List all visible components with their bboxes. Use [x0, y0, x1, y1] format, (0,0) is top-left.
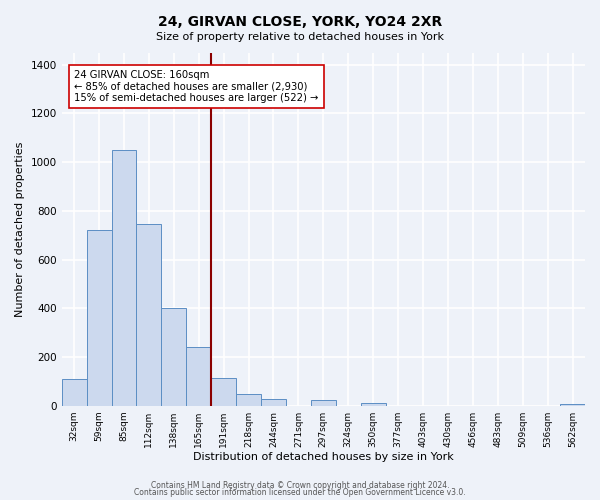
Bar [560, 404, 585, 406]
Bar [211, 378, 236, 406]
Bar [236, 394, 261, 406]
Bar [136, 224, 161, 406]
Text: Contains HM Land Registry data © Crown copyright and database right 2024.: Contains HM Land Registry data © Crown c… [151, 480, 449, 490]
Bar [112, 150, 136, 406]
Bar [311, 400, 336, 406]
Bar [161, 308, 186, 406]
X-axis label: Distribution of detached houses by size in York: Distribution of detached houses by size … [193, 452, 454, 462]
Text: Size of property relative to detached houses in York: Size of property relative to detached ho… [156, 32, 444, 42]
Bar [361, 404, 386, 406]
Y-axis label: Number of detached properties: Number of detached properties [15, 142, 25, 317]
Text: Contains public sector information licensed under the Open Government Licence v3: Contains public sector information licen… [134, 488, 466, 497]
Bar [186, 346, 211, 406]
Text: 24 GIRVAN CLOSE: 160sqm
← 85% of detached houses are smaller (2,930)
15% of semi: 24 GIRVAN CLOSE: 160sqm ← 85% of detache… [74, 70, 319, 103]
Bar [261, 399, 286, 406]
Bar [62, 380, 86, 406]
Bar [86, 230, 112, 406]
Text: 24, GIRVAN CLOSE, YORK, YO24 2XR: 24, GIRVAN CLOSE, YORK, YO24 2XR [158, 15, 442, 29]
